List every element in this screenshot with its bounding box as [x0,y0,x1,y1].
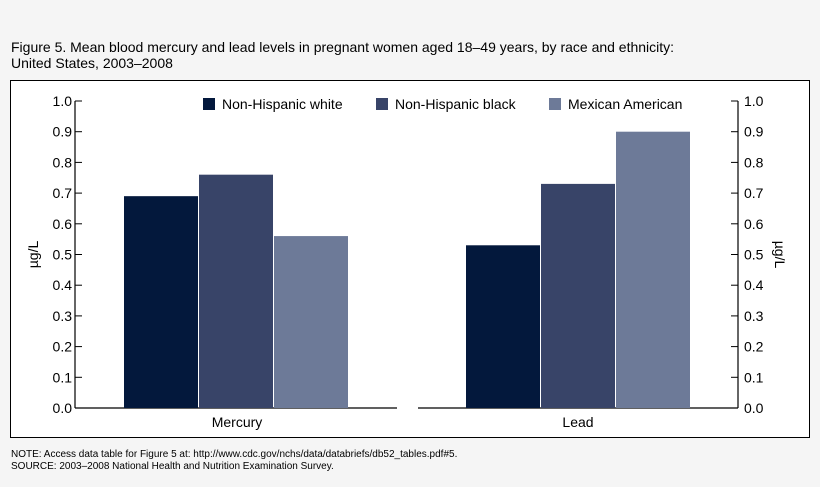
left-tick-label: 0.2 [53,339,73,355]
bar-lead-1 [541,183,615,408]
left-tick-label: 0.0 [53,400,73,416]
legend-label-1: Non-Hispanic black [395,96,517,112]
chart-title-line1: Figure 5. Mean blood mercury and lead le… [11,39,675,55]
bar-mercury-1 [199,174,273,408]
y-axis-title-right: µg/L [772,241,788,269]
right-tick-label: 0.9 [744,124,764,140]
footnotes: NOTE: Access data table for Figure 5 at:… [11,449,811,473]
left-tick-label: 0.1 [53,369,73,385]
left-tick-label: 0.9 [53,124,73,140]
category-label-mercury: Mercury [212,414,263,430]
bar-mercury-0 [124,196,198,408]
legend-label-0: Non-Hispanic white [222,96,343,112]
right-tick-label: 0.4 [744,277,764,293]
chart-title-line2: United States, 2003–2008 [11,55,173,71]
note-text: NOTE: Access data table for Figure 5 at:… [11,449,458,460]
legend-swatch-0 [203,98,215,110]
right-tick-label: 0.0 [744,400,764,416]
left-tick-label: 1.0 [53,93,73,109]
left-tick-label: 0.3 [53,308,73,324]
bar-lead-2 [616,131,690,408]
right-tick-label: 0.1 [744,369,764,385]
right-tick-label: 0.8 [744,154,764,170]
left-tick-label: 0.6 [53,216,73,232]
right-tick-label: 0.2 [744,339,764,355]
legend-swatch-1 [376,98,388,110]
right-tick-label: 0.7 [744,185,764,201]
right-tick-label: 0.3 [744,308,764,324]
source-text: SOURCE: 2003–2008 National Health and Nu… [11,461,334,472]
legend-label-2: Mexican American [568,96,682,112]
y-axis-title: µg/L [25,241,41,269]
bar-mercury-2 [274,236,348,408]
bar-lead-0 [466,245,540,408]
category-label-lead: Lead [562,414,593,430]
left-tick-label: 0.8 [53,154,73,170]
left-tick-label: 0.4 [53,277,73,293]
right-tick-label: 0.6 [744,216,764,232]
left-tick-label: 0.5 [53,247,73,263]
left-tick-label: 0.7 [53,185,73,201]
legend-swatch-2 [549,98,561,110]
right-tick-label: 1.0 [744,93,764,109]
right-tick-label: 0.5 [744,247,764,263]
chart-title: Figure 5. Mean blood mercury and lead le… [11,39,811,71]
